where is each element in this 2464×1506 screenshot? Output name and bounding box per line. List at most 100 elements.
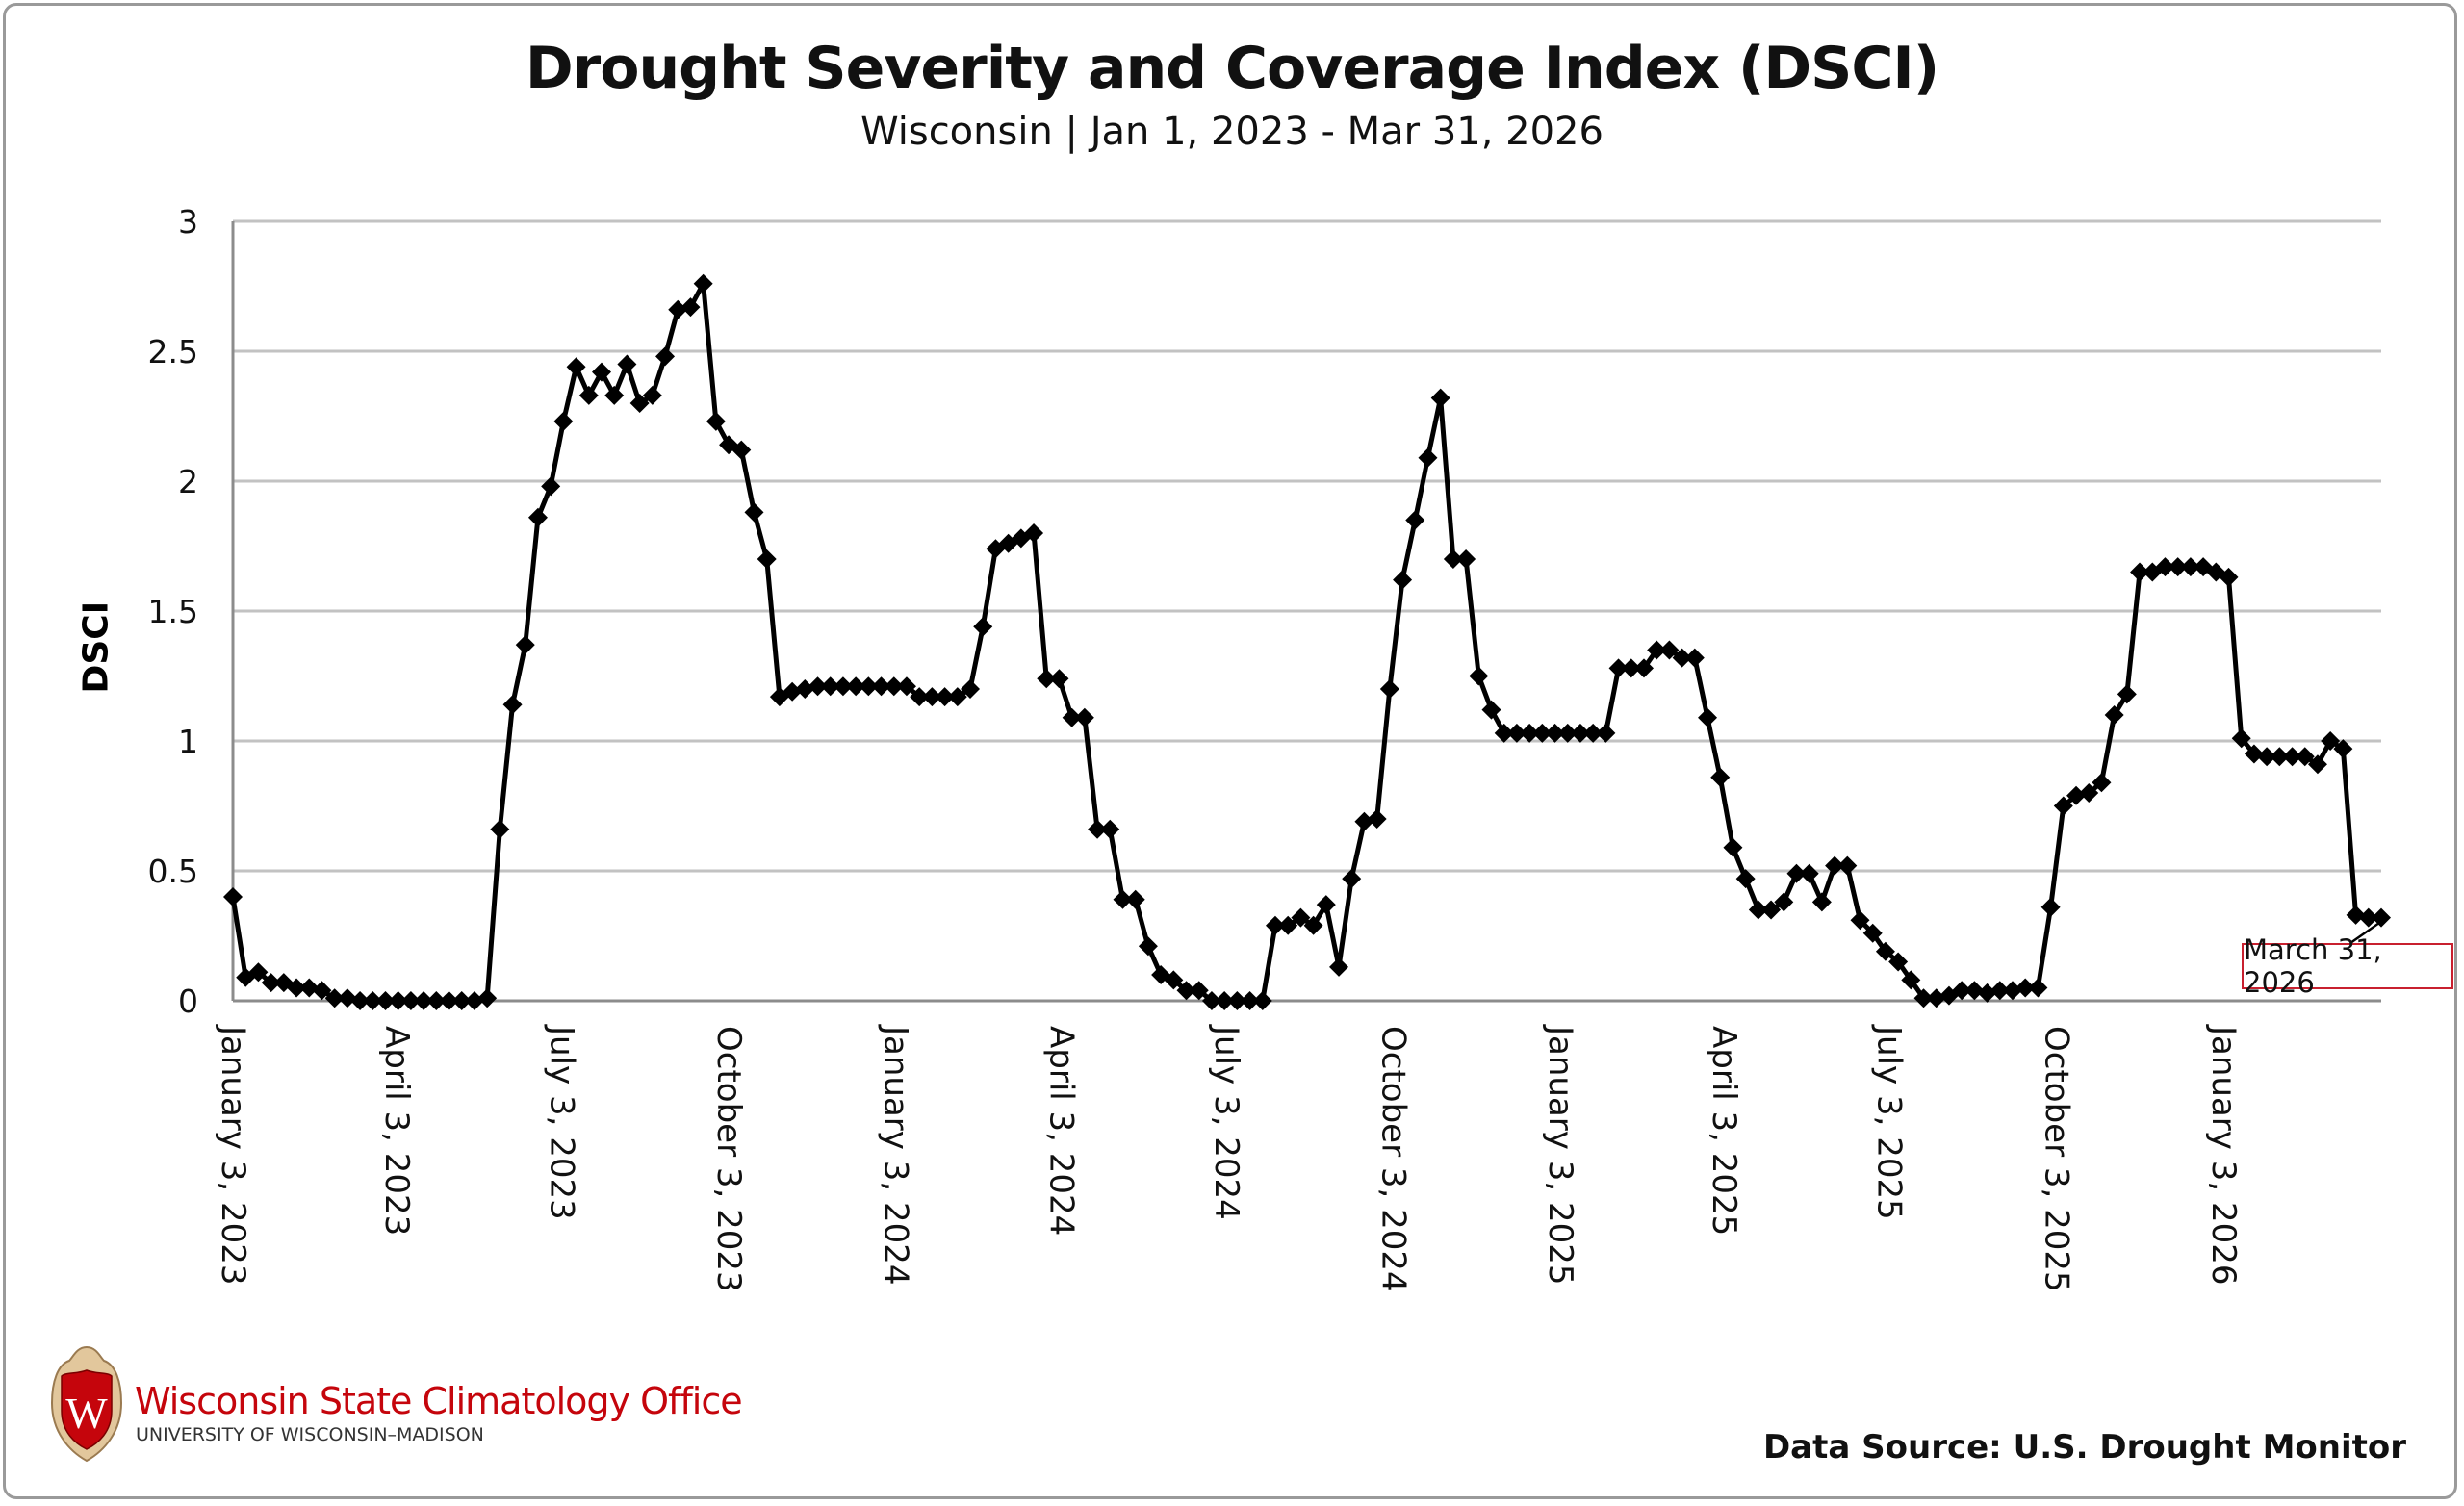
data-point-marker (1545, 723, 1565, 743)
chart-subtitle: Wisconsin | Jan 1, 2023 - Mar 31, 2026 (860, 110, 1604, 154)
data-source: Data Source: U.S. Drought Monitor (1762, 1428, 2406, 1467)
data-point-marker (1379, 679, 1399, 699)
y-tick-label: 2 (178, 463, 198, 500)
data-point-marker (566, 357, 586, 377)
data-point-marker (414, 991, 434, 1010)
x-tick-label: October 3, 2025 (2037, 1026, 2076, 1292)
data-point-marker (1684, 648, 1705, 668)
data-point-marker (783, 681, 803, 702)
data-point-marker (1659, 640, 1680, 660)
data-point-marker (693, 273, 713, 294)
data-point-marker (655, 346, 676, 367)
data-point-marker (961, 679, 981, 699)
data-point-marker (1698, 707, 1718, 727)
data-point-marker (261, 973, 281, 993)
data-point-marker (2307, 754, 2327, 775)
uw-crest-icon: W (50, 1345, 123, 1463)
logo-university: UNIVERSITY OF WISCONSIN–MADISON (136, 1424, 484, 1445)
data-point-marker (502, 695, 523, 715)
data-point-marker (642, 385, 662, 405)
data-point-marker (1430, 388, 1450, 408)
data-point-marker (1964, 981, 1985, 1001)
data-point-marker (439, 991, 459, 1010)
y-axis-label: DSCI (76, 600, 116, 694)
data-point-marker (871, 676, 891, 697)
data-point-marker (2168, 557, 2188, 577)
data-point-marker (312, 981, 332, 1001)
dsci-series-line (230, 281, 2381, 1004)
data-point-marker (1201, 991, 1221, 1010)
data-point-marker (2092, 773, 2112, 793)
x-tick-label: January 3, 2024 (876, 1026, 915, 1286)
data-point-marker (2372, 907, 2391, 928)
data-point-marker (1952, 981, 1972, 1001)
data-point-marker (1761, 900, 1782, 920)
data-point-marker (1837, 855, 1858, 876)
data-point-marker (1825, 855, 1845, 876)
data-point-marker (1316, 895, 1336, 915)
data-point-marker (1888, 952, 1909, 972)
data-point-marker (1799, 863, 1819, 883)
data-point-marker (578, 385, 599, 405)
data-point-marker (592, 362, 612, 382)
data-point-marker (553, 411, 574, 431)
data-point-marker (388, 991, 408, 1010)
data-point-marker (2028, 978, 2048, 998)
data-point-marker (820, 676, 840, 697)
y-tick-label: 0.5 (148, 853, 198, 890)
data-point-marker (464, 991, 484, 1010)
data-point-marker (846, 676, 866, 697)
data-point-marker (1608, 658, 1629, 678)
data-point-marker (1557, 723, 1578, 743)
data-point-marker (1926, 988, 1946, 1008)
data-point-marker (1786, 863, 1807, 883)
x-tick-label: April 3, 2024 (1041, 1026, 1081, 1237)
data-point-marker (973, 617, 993, 637)
y-tick-label: 0 (178, 983, 198, 1020)
data-point-marker (2053, 796, 2073, 816)
y-tick-label: 2.5 (148, 333, 198, 370)
data-point-marker (1875, 941, 1895, 961)
data-point-marker (1393, 570, 1413, 590)
data-point-marker (2219, 567, 2239, 587)
x-tick-label: April 3, 2023 (376, 1026, 416, 1237)
data-point-marker (451, 991, 472, 1010)
data-point-marker (1583, 723, 1604, 743)
annotation-leader-line (2349, 920, 2382, 945)
data-point-marker (947, 687, 967, 707)
data-point-marker (706, 411, 726, 431)
data-point-marker (324, 988, 345, 1008)
data-point-marker (2231, 728, 2251, 749)
data-point-marker (1774, 892, 1794, 912)
chart-title: Drought Severity and Coverage Index (DSC… (525, 35, 1939, 102)
data-point-marker (1494, 723, 1514, 743)
data-point-marker (1723, 837, 1743, 857)
data-point-marker (2155, 557, 2175, 577)
data-point-marker (1062, 707, 1082, 727)
data-point-marker (2079, 783, 2099, 803)
data-point-marker (1252, 991, 1272, 1010)
logo-name: Wisconsin State Climatology Office (135, 1380, 743, 1422)
data-point-marker (1672, 648, 1692, 668)
data-point-marker (1811, 892, 1832, 912)
data-point-marker (2346, 905, 2366, 925)
data-point-marker (1074, 707, 1094, 727)
data-point-marker (604, 385, 625, 405)
data-point-marker (337, 988, 357, 1008)
data-point-marker (795, 679, 815, 699)
data-point-marker (1049, 669, 1069, 689)
data-point-marker (757, 549, 777, 569)
data-point-marker (922, 687, 942, 707)
data-point-marker (1469, 666, 1489, 686)
data-point-marker (1481, 700, 1502, 720)
data-point-marker (1240, 991, 1260, 1010)
data-point-marker (2180, 557, 2200, 577)
data-point-marker (1596, 723, 1616, 743)
data-point-marker (1710, 767, 1731, 787)
data-point-marker (1735, 869, 1756, 889)
data-point-marker (375, 991, 396, 1010)
data-point-marker (1989, 981, 2010, 1001)
data-point-marker (680, 297, 701, 318)
x-tick-label: July 3, 2023 (542, 1026, 581, 1220)
